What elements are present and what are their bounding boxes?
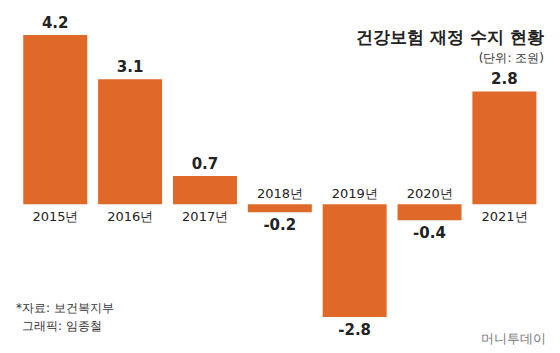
svg-text:2016년: 2016년: [107, 209, 153, 224]
svg-text:2021년: 2021년: [482, 209, 528, 224]
svg-text:2017년: 2017년: [182, 209, 228, 224]
svg-text:3.1: 3.1: [117, 58, 144, 76]
svg-text:4.2: 4.2: [42, 14, 69, 32]
svg-text:2015년: 2015년: [32, 209, 78, 224]
svg-text:-0.4: -0.4: [413, 224, 446, 242]
html-text:머니투데이: 머니투데이: [481, 331, 546, 346]
html-text:(단위: 조원): (단위: 조원): [478, 51, 544, 65]
html-text:*자료: 보건복지부: *자료: 보건복지부: [16, 301, 114, 315]
svg-text:2.8: 2.8: [491, 70, 518, 88]
html-text:건강보험 재정 수지 현황: 건강보험 재정 수지 현황: [356, 27, 544, 47]
svg-text:2020년: 2020년: [407, 186, 453, 201]
svg-text:-2.8: -2.8: [338, 321, 371, 339]
svg-text:0.7: 0.7: [192, 155, 219, 173]
html-text:그래픽: 임종철: 그래픽: 임종철: [22, 319, 102, 333]
svg-text:-0.2: -0.2: [263, 216, 296, 234]
svg-text:2018년: 2018년: [257, 186, 303, 201]
svg-text:2019년: 2019년: [332, 186, 378, 201]
